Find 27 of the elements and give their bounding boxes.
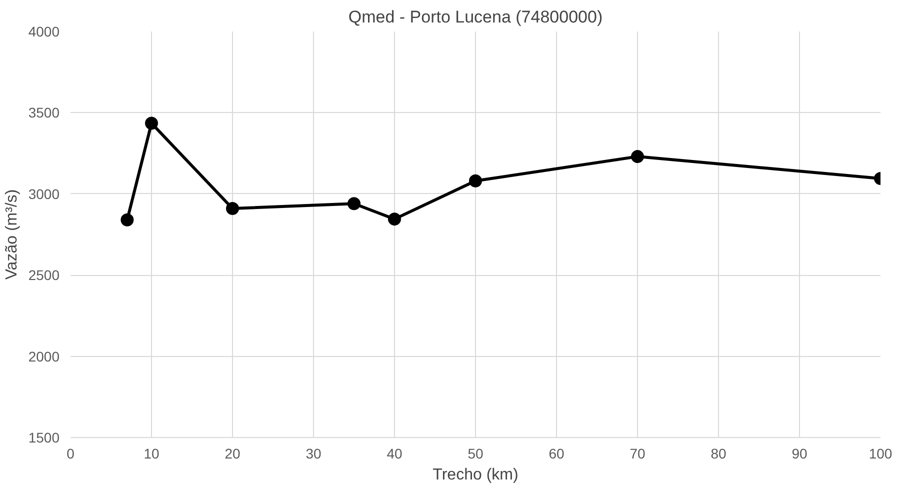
point — [226, 202, 239, 216]
point — [388, 212, 401, 226]
x-tick-label: 70 — [630, 446, 646, 462]
y-axis-title: Vazão (m³/s) — [3, 189, 20, 280]
point — [469, 174, 482, 188]
x-axis-title: Trecho (km) — [432, 466, 518, 484]
x-tick-label: 60 — [548, 446, 564, 462]
point — [631, 150, 644, 164]
point — [120, 213, 134, 226]
x-tick-label: 10 — [144, 446, 160, 462]
x-tick-label: 90 — [792, 446, 808, 462]
x-tick-label: 20 — [224, 446, 240, 462]
y-tick-label: 2500 — [28, 267, 60, 284]
x-tick-label: 100 — [868, 446, 892, 462]
x-tick-label: 0 — [66, 446, 75, 462]
y-tick-label: 2000 — [28, 348, 60, 364]
x-tick-label: 30 — [306, 446, 322, 462]
y-tick-label: 1500 — [28, 430, 60, 446]
point — [145, 116, 158, 130]
y-tick-label: 4000 — [28, 24, 60, 40]
y-tick-label: 3000 — [28, 186, 60, 202]
point — [348, 197, 360, 210]
y-tick-label: 3500 — [28, 104, 60, 121]
x-tick-label: 80 — [710, 446, 726, 462]
x-tick-label: 40 — [386, 446, 402, 462]
chart-title: Qmed - Porto Lucena (74800000) — [348, 8, 603, 26]
x-tick-label: 50 — [468, 446, 484, 462]
